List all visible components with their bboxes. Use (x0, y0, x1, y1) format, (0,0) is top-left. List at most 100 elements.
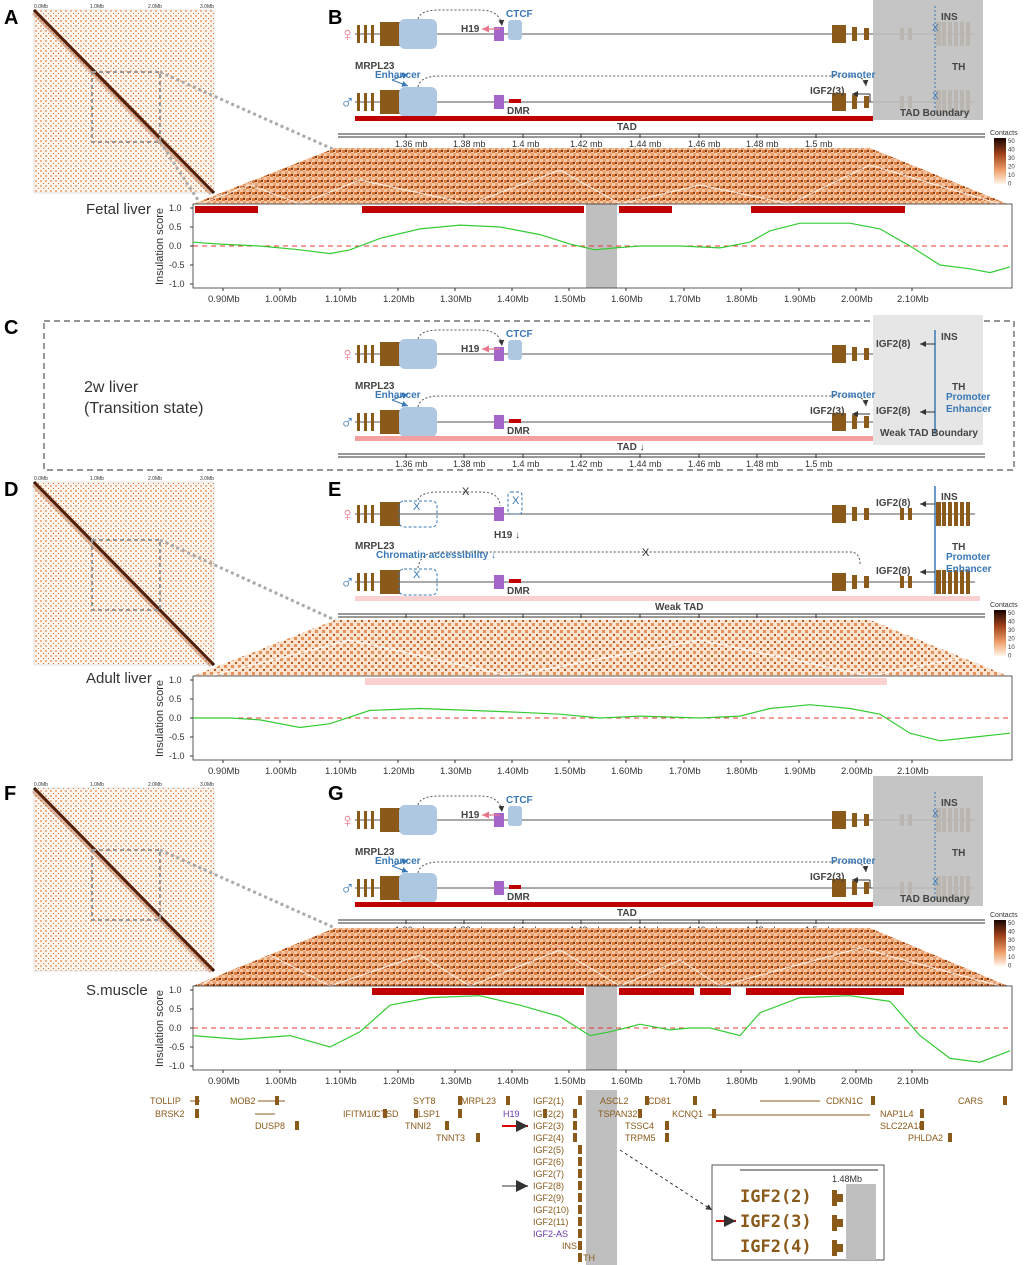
coord-tick: 1.38 mb (453, 459, 486, 469)
gene-label: IFITM10 (343, 1109, 377, 1119)
insulation-xtick: 2.00Mb (841, 1076, 873, 1087)
contacts-tick: 10 (1008, 173, 1015, 179)
insulation-ytick: 0.5 (169, 694, 182, 704)
contacts-tick: 50 (1008, 139, 1015, 145)
label-adult-liver: Adult liver (86, 670, 152, 687)
label-2w-liver: 2w liver (84, 379, 139, 396)
th-label: TH (952, 848, 965, 859)
h19-label: H19 ↓ (494, 530, 520, 541)
h19-box (494, 881, 504, 895)
igf2-inset: 1.48Mb IGF2(2) IGF2(3) IGF2(4) (619, 1149, 885, 1261)
male-symbol: ♂ (340, 878, 355, 900)
contacts-title: Contacts (990, 912, 1018, 919)
female-symbol: ♀ (340, 344, 355, 366)
insulation-xtick: 1.00Mb (265, 1076, 297, 1087)
panel-label-e: E (328, 479, 341, 501)
panel-label-d: D (4, 479, 18, 501)
coord-tick: 1.42 mb (570, 459, 603, 469)
gene-label: TH (583, 1253, 595, 1263)
gene-label: IGF2(10) (533, 1205, 569, 1215)
female-symbol: ♀ (340, 810, 355, 832)
contacts-tick: 10 (1008, 645, 1015, 651)
contacts-tick: 20 (1008, 637, 1015, 643)
enhancer-label: Enhancer (375, 70, 421, 81)
coord-tick: 1.48 mb (746, 139, 779, 149)
gene-label: CARS (958, 1096, 983, 1106)
gene-label: ASCL2 (600, 1096, 629, 1106)
insulation-xtick: 2.10Mb (897, 294, 929, 305)
coord-tick: 1.36 mb (395, 459, 428, 469)
label-s-muscle: S.muscle (86, 982, 148, 999)
male-symbol: ♂ (340, 572, 355, 594)
contacts-tick: 0 (1008, 654, 1012, 660)
h19-box (494, 347, 504, 361)
gene-label: IGF2(2) (533, 1109, 564, 1119)
enhancer-box (399, 805, 437, 835)
insulation-xtick: 1.70Mb (669, 766, 701, 777)
gene-label: IGF2(3) (533, 1121, 564, 1131)
insulation-ytick: 0.0 (169, 713, 182, 723)
gene-label: CDKN1C (826, 1096, 864, 1106)
gene-label: IGF2(5) (533, 1145, 564, 1155)
gene-label: SLC22A18 (880, 1121, 924, 1131)
insulation-ylabel: Insulation score (154, 990, 166, 1067)
gene-label: IGF2(7) (533, 1169, 564, 1179)
h19-box (494, 507, 504, 521)
gene-label: TNNI2 (405, 1121, 431, 1131)
gene-diagram-C: ♀ ♂ MRPL23 DMR H19 CTCF Enhancer INS TH IGF2(8) IG… (338, 315, 992, 469)
gene-label: IGF2(8) (533, 1181, 564, 1191)
weak-tad-boundary-label: Weak TAD Boundary (880, 428, 978, 439)
male-symbol: ♂ (340, 92, 355, 114)
contacts-tick: 30 (1008, 156, 1015, 162)
gene-label: DUSP8 (255, 1121, 285, 1131)
x-mark: X (932, 809, 939, 820)
insulation-xtick: 1.10Mb (325, 294, 357, 305)
ins-label: INS (941, 12, 958, 23)
hic-a-top-3: 3.0Mb (200, 4, 214, 10)
insulation-xtick: 0.90Mb (208, 1076, 240, 1087)
enhancer-box (399, 19, 437, 49)
ctcf-box (508, 20, 522, 40)
gene-label: INS (562, 1241, 577, 1251)
dmr-label: DMR (507, 106, 531, 117)
contacts-scale: Contacts 50 40 30 20 10 0 (990, 130, 1018, 188)
contacts-tick: 40 (1008, 620, 1015, 626)
insulation-ytick: -0.5 (169, 732, 185, 742)
gene-label: TSPAN32 (598, 1109, 637, 1119)
label-fetal-liver: Fetal liver (86, 201, 151, 218)
dmr-label: DMR (507, 892, 531, 903)
panel-c-box (43, 320, 1015, 471)
igf2-8-label: IGF2(8) (876, 566, 910, 577)
igf2-3-label: IGF2(3) (810, 406, 844, 417)
insulation-xtick: 1.40Mb (497, 766, 529, 777)
insulation-xtick: 1.70Mb (669, 294, 701, 305)
coord-tick: 1.48 mb (746, 459, 779, 469)
ctcf-label: CTCF (506, 9, 533, 20)
panel-label-c: C (4, 317, 18, 339)
gene-label: IGF2(1) (533, 1096, 564, 1106)
coord-tick: 1.46 mb (688, 459, 721, 469)
gene-track-highlight (586, 1090, 617, 1265)
hic-f-top-2: 2.0Mb (148, 782, 162, 788)
coord-tick: 1.5 mb (805, 139, 833, 149)
gene-label: IGF2(11) (533, 1217, 568, 1227)
x-mark: X (413, 501, 421, 513)
igf2-3-label: IGF2(3) (810, 86, 844, 97)
insulation-xtick: 1.00Mb (265, 294, 297, 305)
gene-label: TSSC4 (625, 1121, 654, 1131)
th-label: TH (952, 382, 965, 393)
tad-bar-fetal (362, 206, 584, 213)
promoter-label: Promoter (831, 70, 876, 81)
insulation-ytick: -1.0 (169, 279, 185, 289)
insulation-xtick: 1.00Mb (265, 766, 297, 777)
tad-bar-muscle (619, 988, 694, 995)
gene-label: CD81 (648, 1096, 671, 1106)
insulation-ytick: 0.5 (169, 222, 182, 232)
gene-label: IGF2(9) (533, 1193, 564, 1203)
h19-box (494, 415, 504, 429)
igf2-3-label: IGF2(3) (810, 872, 844, 883)
h19-box (494, 575, 504, 589)
hic-d-top-1: 1.0Mb (90, 476, 104, 482)
